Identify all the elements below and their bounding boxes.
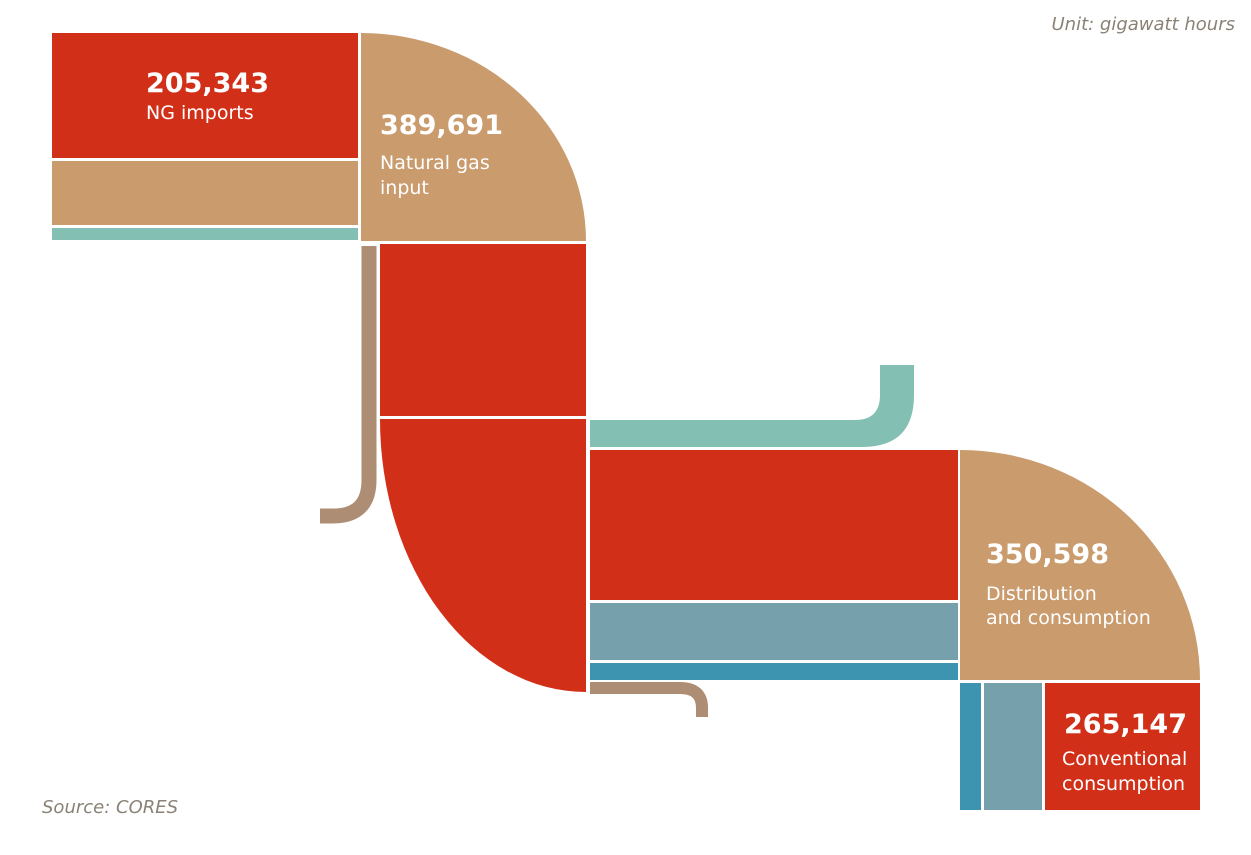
- natural-gas-input-label: 389,691 Natural gas input: [380, 110, 503, 199]
- red-pipe-elbow: [380, 419, 586, 692]
- blue-band: [590, 663, 958, 680]
- natural-gas-input-value: 389,691: [380, 110, 503, 141]
- steel-blue-vertical-bar: [984, 683, 1042, 810]
- brown-pipe-left-branch: [320, 246, 377, 524]
- natural-gas-input-title-line2: input: [380, 177, 429, 199]
- ng-imports-value: 205,343: [146, 68, 269, 99]
- distribution-label: 350,598 Distribution and consumption: [986, 539, 1151, 629]
- ng-imports-block: [52, 33, 358, 158]
- steel-blue-band: [590, 603, 958, 660]
- natural-gas-input-block: [361, 33, 586, 241]
- distribution-title-line1: Distribution: [986, 583, 1097, 605]
- conventional-title-line2: consumption: [1062, 773, 1185, 795]
- brown-pipe-bottom-branch: [590, 682, 708, 717]
- distribution-title-line2: and consumption: [986, 607, 1151, 629]
- teal-input-band: [52, 228, 358, 240]
- source-note: Source: CORES: [42, 797, 179, 818]
- conventional-label: 265,147 Conventional consumption: [1062, 709, 1187, 795]
- natural-gas-input-title-line1: Natural gas: [380, 152, 490, 174]
- distribution-value: 350,598: [986, 539, 1109, 570]
- ng-imports-title: NG imports: [146, 102, 254, 124]
- teal-pipe-branch: [590, 365, 914, 447]
- conventional-title-line1: Conventional: [1062, 748, 1187, 770]
- ng-imports-label: 205,343 NG imports: [146, 68, 269, 124]
- distribution-block: [960, 450, 1200, 680]
- conventional-value: 265,147: [1064, 709, 1187, 740]
- domestic-gas-band: [52, 161, 358, 225]
- unit-note: Unit: gigawatt hours: [1051, 14, 1235, 35]
- blue-vertical-bar: [960, 683, 981, 810]
- conventional-consumption-block: [1045, 683, 1200, 810]
- red-pipe-vertical: [380, 244, 586, 416]
- red-pipe-horizontal: [590, 450, 958, 600]
